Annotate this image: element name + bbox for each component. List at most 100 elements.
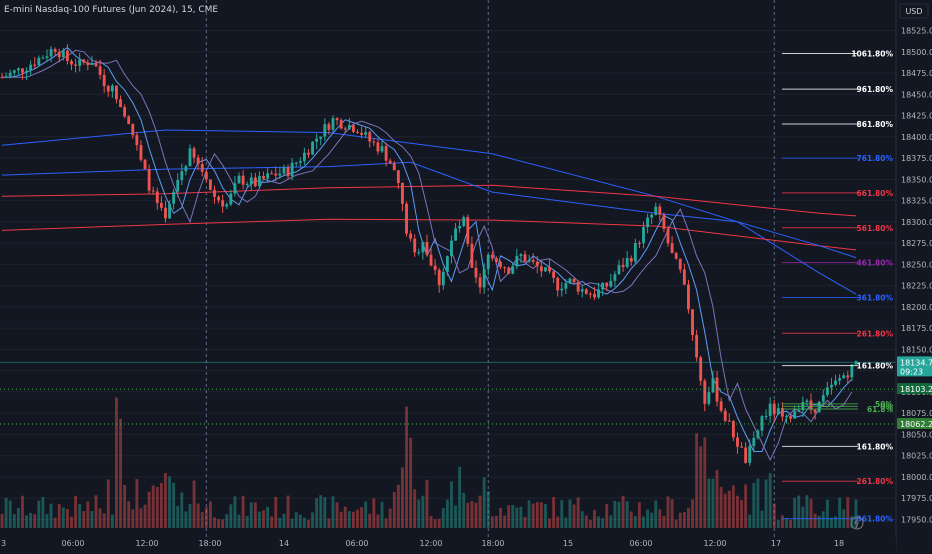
volume-bar [204,507,208,528]
volume-bar [33,514,37,528]
candle-body [286,167,290,177]
volume-bar [405,406,408,528]
fib-level-label: 1061.80% [851,49,893,58]
time-tick-label: 17 [771,539,781,548]
candle-body [744,447,748,463]
candle-body [572,278,576,283]
volume-bar [229,504,233,528]
candle-body [278,173,282,176]
candle-body [57,51,61,58]
volume-bar [233,496,237,528]
price-tag-label: 18062.25 [900,420,932,429]
candle-body [633,243,637,262]
candle-body [94,63,98,67]
volume-bar [642,516,645,528]
fib-level-label: 561.80% [857,224,894,233]
candle-body [605,282,609,287]
volume-bar [658,509,662,528]
price-tags: 18134.7509:23 18103.25 18062.25 [897,356,932,430]
candle-body [825,387,829,396]
candle-body [425,241,429,255]
candle-body [588,293,592,295]
volume-bar [601,518,605,528]
candle-body [433,265,437,270]
volume-bar [388,508,392,528]
fib-level-label: 661.80% [857,189,894,198]
candle-body [331,118,335,130]
price-tick-label: 18075.00 [901,409,932,418]
fibonacci-levels: 1061.80% 961.80% 861.80% 761.80% 661.80% 561.… [782,49,894,524]
time-tick-label: 14 [279,539,289,548]
candle-body [764,416,768,418]
volume-bar [57,503,61,528]
volume-bar [274,496,278,528]
volume-bar [351,511,355,528]
price-tick-label: 18175.00 [901,324,932,333]
candle-body [135,135,139,146]
candle-body [752,437,756,447]
candle-body [225,204,229,207]
candle-body [233,183,237,194]
volume-bar [486,491,490,528]
candle-body [347,125,351,130]
candle-body [180,171,184,180]
volume-bar [123,484,127,528]
candle-body [339,120,343,129]
candle-body [196,157,200,164]
candle-body [237,175,241,184]
candle-body [450,240,453,257]
volume-bar [450,481,453,528]
candle-body [90,63,94,66]
volume-bar [115,397,118,528]
candle-body [274,173,278,176]
volume-bar [588,519,592,528]
volume-bar [503,515,507,528]
candle-body [172,191,176,204]
volume-bar [372,498,376,528]
fib-level-label: 0% [880,402,893,411]
volume-bar [605,503,609,528]
volume-bar [723,493,727,528]
candle-body [21,68,24,73]
volume-bar [188,503,192,528]
candle-body [323,124,327,137]
volume-bar [119,418,122,528]
moving-average-line [1,161,857,259]
candle-body [511,266,515,274]
candle-body [409,233,413,239]
volume-bar [41,496,45,528]
candle-body [650,214,654,218]
price-axis[interactable]: 17950.00 17975.00 18000.00 18025.00 18050.00… [901,27,932,525]
currency-button[interactable] [899,3,929,19]
candle-body [217,196,221,201]
candle-body [119,99,122,108]
volume-bar [184,511,188,528]
candle-body [372,141,376,143]
price-tick-label: 18150.00 [901,345,932,354]
candle-body [731,421,735,438]
volume-bar [593,509,596,528]
volume-bar [552,497,556,528]
candle-body [45,56,49,58]
candle-body [8,72,12,77]
candle-body [646,217,650,228]
volume-bar [776,519,780,528]
fib-level-label: 261.80% [857,477,894,486]
time-axis[interactable]: 3 06:00 12:00 18:00 14 06:00 12:00 18:00 15 06:00… [1,539,844,548]
volume-bar [339,511,343,528]
volume-bar [805,495,809,528]
candle-body [560,288,564,291]
candle-body [110,85,114,92]
candle-body [727,420,731,422]
price-axis-background [896,0,932,550]
volume-bar [192,480,196,528]
volume-bar [213,517,216,528]
lightning-icon[interactable] [850,516,864,530]
candle-body [780,408,784,417]
candle-body [564,283,568,289]
price-tag-box [897,383,932,395]
volume-bar [854,499,858,528]
candle-body [723,410,727,421]
